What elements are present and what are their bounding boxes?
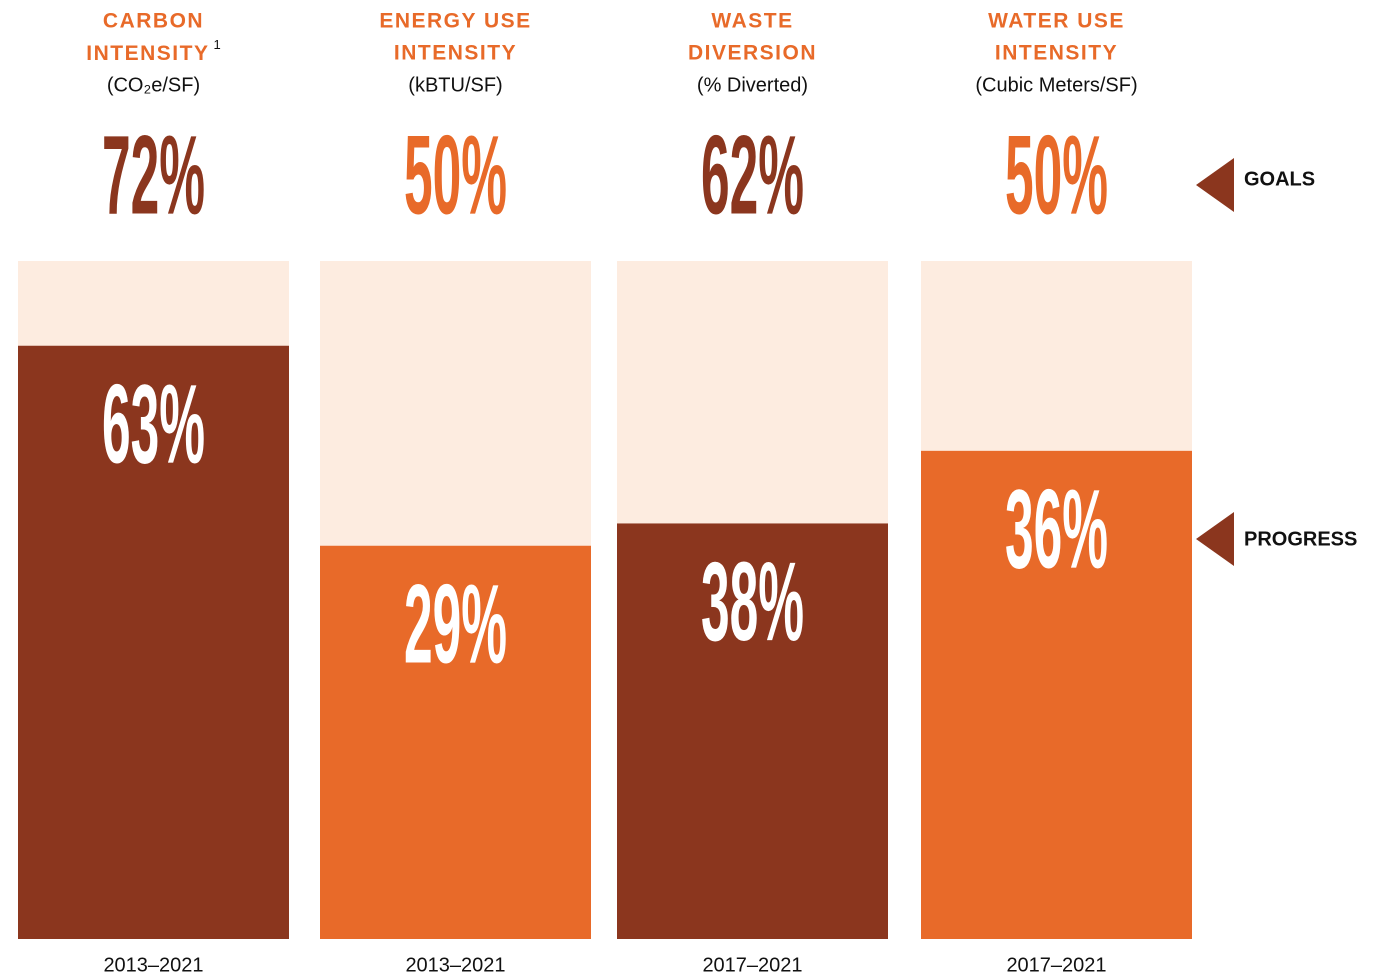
panel-title: CARBON	[103, 10, 204, 33]
progress-bar	[18, 345, 289, 939]
goal-value: 50%	[1005, 113, 1108, 238]
panel-title: ENERGY USE	[379, 10, 531, 33]
panel-title-line: INTENSITY	[86, 42, 209, 65]
panel-title: INTENSITY 1	[86, 37, 220, 64]
panel-title: INTENSITY	[394, 42, 517, 65]
panel-title: INTENSITY	[995, 42, 1118, 65]
progress-bar	[617, 523, 888, 939]
goals-marker	[1196, 158, 1234, 212]
panel-unit: (% Diverted)	[697, 74, 808, 96]
period: 2017–2021	[702, 954, 802, 976]
progress-value: 63%	[102, 362, 205, 487]
goal-value: 50%	[404, 113, 507, 238]
progress-value: 38%	[701, 540, 804, 665]
panel-unit: (CO₂e/SF)	[107, 74, 200, 96]
panel-unit: (Cubic Meters/SF)	[975, 74, 1137, 96]
progress-bar	[320, 545, 591, 939]
panel-title: WASTE	[711, 10, 793, 33]
period: 2017–2021	[1006, 954, 1106, 976]
goal-value: 62%	[701, 113, 804, 238]
progress-bar	[921, 450, 1192, 939]
progress-value: 29%	[404, 562, 507, 687]
panel-title: DIVERSION	[688, 42, 817, 65]
period: 2013–2021	[103, 954, 203, 976]
goal-value: 72%	[102, 113, 205, 238]
panel-unit: (kBTU/SF)	[408, 74, 502, 96]
period: 2013–2021	[405, 954, 505, 976]
progress-marker	[1196, 512, 1234, 566]
legend-progress: PROGRESS	[1244, 528, 1357, 550]
progress-value: 36%	[1005, 467, 1108, 592]
panel-title: WATER USE	[988, 10, 1125, 33]
footnote: 1	[213, 37, 220, 52]
legend-goals: GOALS	[1244, 168, 1315, 190]
